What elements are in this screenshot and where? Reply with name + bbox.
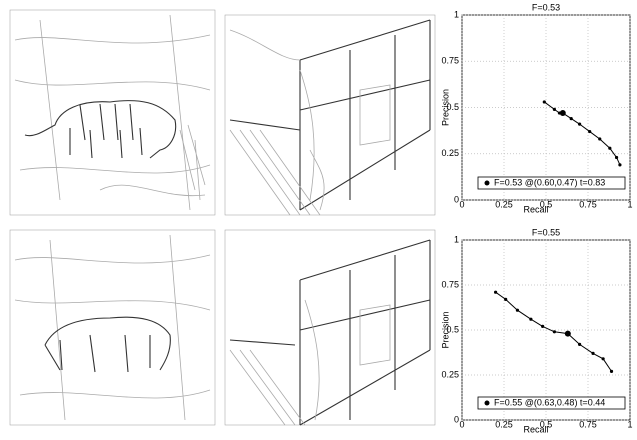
legend-marker [485,401,490,406]
x-axis-label: Recall [523,204,548,214]
pr-point [494,291,497,294]
edge-map-tiger-bottom [10,230,215,425]
x-tick-label: 0.25 [495,199,513,209]
y-tick-label: 0.25 [441,148,459,158]
best-point [565,331,571,337]
x-tick-label: 1 [627,419,632,429]
legend-marker [485,181,490,186]
pr-point [608,147,611,150]
x-tick-label: 0.75 [579,199,597,209]
best-point [560,110,566,116]
y-axis-label: Precision [440,311,450,348]
pr-point [529,318,532,321]
x-tick-label: 1 [627,199,632,209]
y-tick-label: 1 [454,9,459,19]
x-tick-label: 0.75 [579,419,597,429]
x-tick-label: 0 [459,199,464,209]
legend-label: F=0.55 @(0.63,0.48) t=0.44 [494,397,605,407]
y-tick-label: 0.75 [441,56,459,66]
x-tick-label: 0 [459,419,464,429]
x-tick-label: 0.25 [495,419,513,429]
pr-point [543,100,546,103]
pr-point [570,117,573,120]
figure: F=0.5300.250.50.75100.250.50.751RecallPr… [0,0,637,435]
pr-point [578,343,581,346]
y-tick-label: 0.25 [441,369,459,379]
legend-label: F=0.53 @(0.60,0.47) t=0.83 [494,177,605,187]
pr-point [541,325,544,328]
y-tick-label: 1 [454,234,459,244]
pr-point [602,357,605,360]
pr-point [516,309,519,312]
pr-point [598,137,601,140]
edge-map-street-top [225,15,435,215]
pr-point [553,330,556,333]
y-axis-label: Precision [440,89,450,126]
y-tick-label: 0.75 [441,279,459,289]
pr-point [588,130,591,133]
chart-title: F=0.53 [532,2,560,12]
y-tick-label: 0 [454,414,459,424]
edge-map-tiger-top [10,10,215,215]
pr-point [553,108,556,111]
chart-title: F=0.55 [532,227,560,237]
y-tick-label: 0 [454,194,459,204]
pr-point [615,156,618,159]
edge-map-street-bottom [225,230,435,425]
pr-point [591,352,594,355]
pr-point [578,123,581,126]
x-axis-label: Recall [523,424,548,434]
pr-point [618,163,621,166]
pr-point [610,370,613,373]
pr-point [504,298,507,301]
